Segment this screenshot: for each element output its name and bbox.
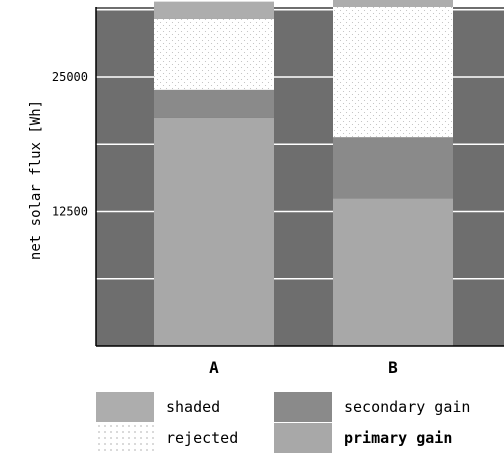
legend-item-shaded: shaded — [96, 392, 220, 422]
y-axis: 12500 25000 — [52, 70, 88, 219]
x-tick-label: A — [209, 358, 219, 377]
legend-label: shaded — [166, 398, 221, 416]
legend-item-primary-gain: primary gain — [274, 423, 452, 453]
y-tick-label: 25000 — [52, 70, 88, 84]
legend-swatch — [274, 392, 332, 422]
legend-swatch — [96, 423, 154, 453]
bar-segment-secondary-gain-A — [154, 89, 274, 118]
legend-item-secondary-gain: secondary gain — [274, 392, 470, 422]
legend: shaded secondary gain rejected primary gain — [96, 392, 504, 453]
y-tick-label: 12500 — [52, 204, 88, 218]
bar-segment-rejected-B — [333, 7, 453, 138]
bar-segment-shaded-B — [333, 0, 453, 7]
bars — [154, 0, 453, 346]
legend-swatch — [274, 423, 332, 453]
bar-segment-primary-gain-B — [333, 198, 453, 346]
bar-segment-shaded-A — [154, 1, 274, 19]
legend-item-rejected: rejected — [96, 423, 238, 453]
legend-swatch — [96, 392, 154, 422]
bar-segment-secondary-gain-B — [333, 137, 453, 199]
legend-label: rejected — [166, 429, 239, 447]
bar-segment-primary-gain-A — [154, 117, 274, 346]
legend-label: primary gain — [344, 429, 453, 447]
x-tick-label: B — [388, 358, 398, 377]
y-axis-title: net solar flux [Wh] — [28, 100, 44, 260]
bar-segment-rejected-A — [154, 18, 274, 90]
legend-label: secondary gain — [344, 398, 471, 416]
